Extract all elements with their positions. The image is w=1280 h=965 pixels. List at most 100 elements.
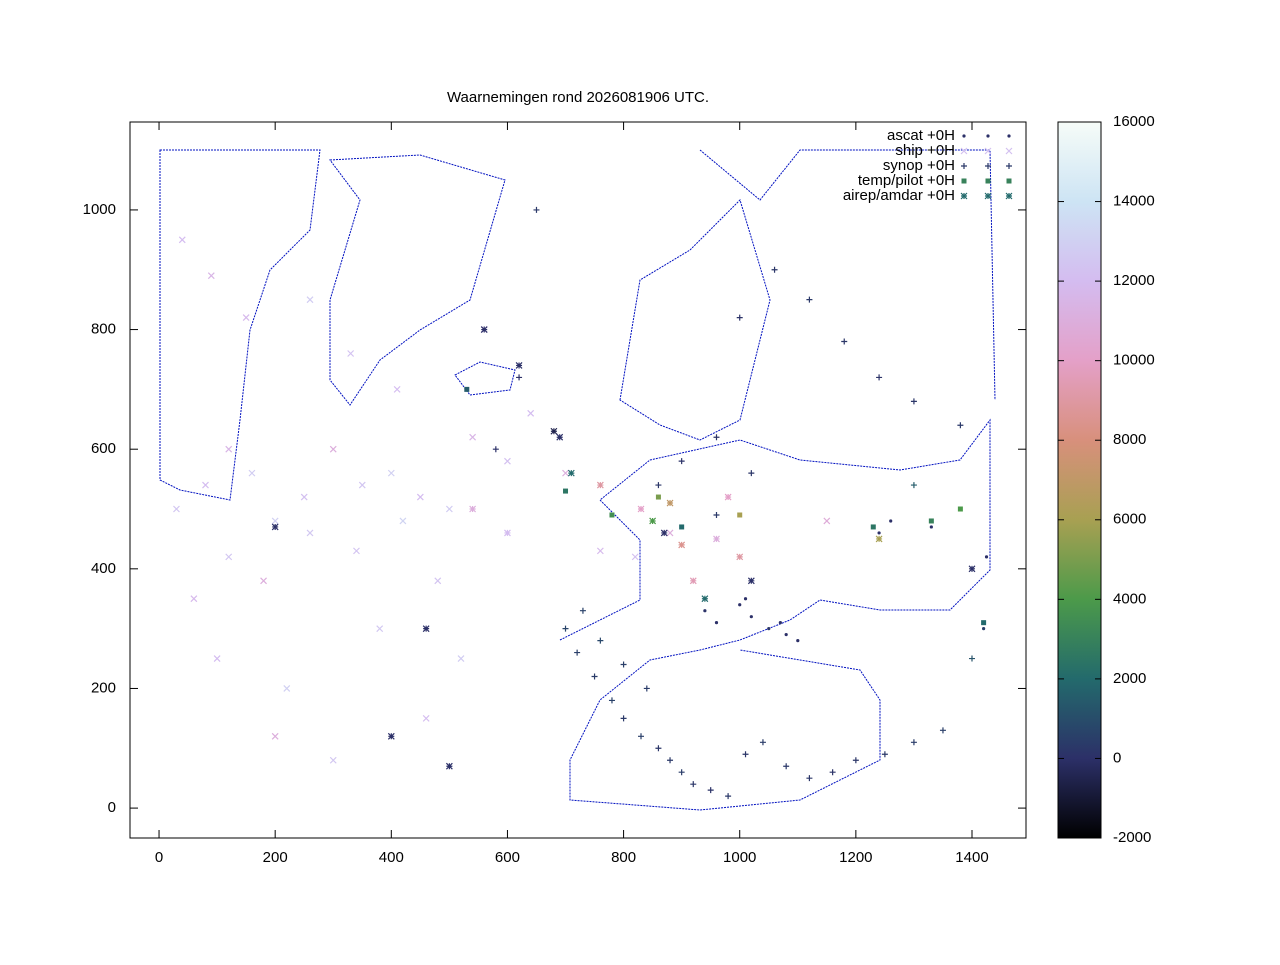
legend-label: temp/pilot +0H: [858, 172, 955, 189]
coastline: [619, 199, 771, 441]
colorbar-tick-label: 4000: [1113, 590, 1146, 607]
data-point: [387, 732, 395, 740]
data-point: [271, 523, 279, 531]
legend-marker: [984, 192, 992, 200]
data-point: [480, 326, 488, 333]
x-tick-label: 400: [379, 849, 404, 866]
data-point: [736, 553, 744, 561]
data-point: [469, 505, 477, 513]
data-point: [434, 577, 442, 585]
data-point: [353, 547, 360, 555]
data-point: [707, 787, 714, 794]
data-point: [283, 685, 291, 692]
data-point: [968, 565, 976, 573]
data-point: [660, 529, 668, 537]
data-point: [504, 457, 511, 465]
legend-marker: [961, 178, 967, 184]
data-point: [806, 775, 813, 782]
data-point: [207, 272, 215, 280]
data-point: [870, 524, 876, 530]
colorbar-tick-label: 8000: [1113, 431, 1146, 448]
data-point: [767, 627, 771, 631]
data-point: [445, 505, 453, 513]
colorbar-tick-label: 12000: [1113, 272, 1155, 289]
data-point: [910, 398, 917, 405]
data-point: [678, 769, 685, 776]
data-point: [713, 535, 720, 543]
legend-marker: [985, 178, 991, 184]
legend-marker: [960, 192, 968, 200]
data-point: [178, 236, 186, 244]
data-point: [736, 314, 743, 321]
data-point: [643, 685, 650, 692]
data-point: [492, 446, 499, 453]
data-point: [550, 427, 558, 435]
data-point: [579, 607, 586, 614]
coastline: [559, 418, 991, 811]
data-point: [399, 517, 407, 525]
data-point: [173, 505, 180, 513]
data-point: [679, 524, 685, 530]
data-point: [591, 673, 598, 680]
legend-marker: [1005, 147, 1013, 155]
legend-marker: [961, 163, 967, 169]
data-point: [271, 517, 279, 525]
legend-marker: [984, 147, 992, 155]
y-tick-label: 800: [91, 321, 116, 338]
data-point: [823, 517, 831, 525]
data-point: [689, 577, 697, 585]
data-point: [527, 409, 535, 417]
x-tick-label: 800: [611, 849, 636, 866]
data-point: [358, 481, 366, 489]
data-point: [422, 625, 430, 633]
data-point: [213, 655, 221, 662]
x-tick-label: 200: [263, 849, 288, 866]
data-point: [742, 751, 749, 758]
data-point: [725, 793, 732, 800]
data-point: [928, 518, 934, 524]
x-tick-label: 600: [495, 849, 520, 866]
legend-marker: [960, 147, 968, 155]
data-point: [376, 625, 384, 633]
data-point: [703, 609, 707, 613]
legend-label: ascat +0H: [887, 127, 955, 144]
data-point: [300, 493, 308, 501]
data-point: [852, 757, 859, 764]
chart-title: Waarnemingen rond 2026081906 UTC.: [447, 89, 709, 106]
plot-area: [173, 206, 989, 800]
data-point: [596, 547, 604, 555]
data-point: [724, 493, 732, 501]
data-point: [701, 595, 709, 603]
legend-marker: [1006, 163, 1012, 169]
data-point: [806, 296, 813, 303]
data-point: [271, 732, 279, 740]
data-point: [743, 597, 748, 601]
data-point: [225, 445, 233, 453]
colorbar-tick-label: 2000: [1113, 670, 1146, 687]
colorbar-tick-label: 10000: [1113, 352, 1155, 369]
data-point: [416, 493, 424, 501]
data-point: [260, 577, 267, 585]
colorbar-tick-label: 0: [1113, 749, 1121, 766]
data-point: [881, 751, 888, 758]
data-point: [248, 469, 256, 477]
data-point: [666, 499, 674, 507]
data-point: [620, 661, 627, 668]
data-point: [515, 362, 523, 369]
data-point: [829, 769, 836, 776]
data-point: [968, 655, 975, 662]
data-point: [875, 535, 883, 543]
data-point: [608, 697, 615, 704]
data-point: [841, 338, 848, 345]
data-point: [562, 469, 569, 477]
data-point: [784, 633, 788, 637]
colorbar-tick-label: -2000: [1113, 829, 1151, 846]
data-point: [678, 541, 686, 549]
data-point: [877, 531, 881, 535]
data-point: [771, 266, 778, 273]
data-point: [596, 481, 604, 489]
legend-marker: [1006, 178, 1012, 184]
data-point: [666, 529, 674, 537]
colorbar-tick-label: 6000: [1113, 511, 1146, 528]
